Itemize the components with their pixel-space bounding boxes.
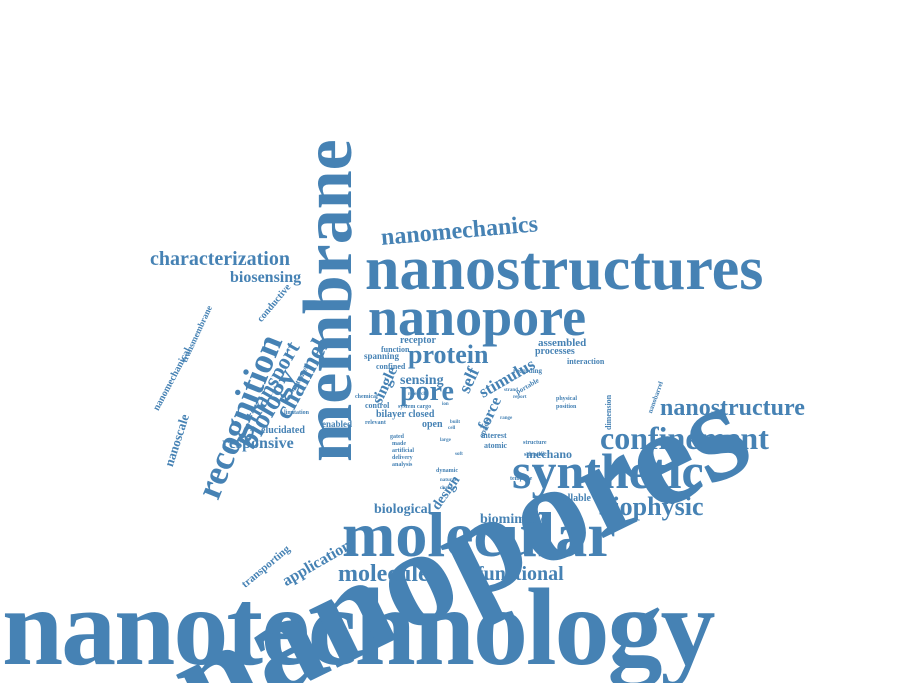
word-built: built (450, 420, 461, 425)
word-receptor: receptor (400, 335, 436, 346)
word-dimension: dimension (604, 394, 613, 430)
word-controllable: controllable (540, 493, 591, 504)
word-relevant: relevant (365, 420, 386, 426)
word-gated: gated (390, 434, 404, 440)
word-pore: pore (400, 376, 454, 407)
word-conductive: conductive (255, 282, 294, 325)
word-confinement: confinement (600, 420, 769, 456)
word-physical: physical (556, 396, 578, 402)
word-biomimetic: biomimetic (480, 512, 547, 527)
word-range: range (500, 416, 513, 421)
word-biological: biological (374, 502, 432, 517)
word-natural: natural (440, 478, 456, 483)
word-made: made (392, 441, 406, 447)
word-large: large (440, 438, 451, 443)
word-delivery: delivery (392, 455, 413, 461)
word-change: change (440, 486, 455, 491)
word-artificial: artificial (392, 448, 414, 454)
word-biosensing: biosensing (230, 269, 302, 286)
word-nanoscale: nanoscale (161, 412, 193, 469)
word-nanotechnology: nanotechnology (2, 566, 716, 683)
word-cell: cell (448, 426, 456, 431)
word-assembled: assembled (538, 337, 587, 349)
word-atomic: atomic (484, 441, 508, 450)
word-position: position (556, 404, 577, 410)
word-protein: protein (408, 340, 489, 369)
word-responsive: responsive (222, 435, 294, 452)
word-nanostructure: nanostructure (660, 395, 805, 421)
word-bilayer-closed: bilayer closed (376, 409, 435, 420)
word-mechano: mechano (526, 447, 572, 461)
word-elucidated: elucidated (261, 425, 305, 436)
word-system-cargo: system cargo (398, 404, 432, 410)
word-structure: structure (523, 440, 547, 446)
word-sensing: sensing (400, 373, 444, 388)
word-soft: soft (455, 452, 463, 457)
word-dynamic: dynamic (436, 468, 459, 474)
word-strand: strand (504, 388, 518, 393)
word-spanning: spanning (364, 351, 400, 361)
word-synthetic: synthetic (512, 443, 704, 499)
word-confined: confined (376, 362, 406, 371)
word-biophysic: biophysic (598, 492, 704, 521)
word-nanostructures: nanostructures (365, 235, 764, 303)
word-interaction: interaction (567, 357, 605, 366)
word-enabled: enabled (322, 419, 353, 429)
word-interest: interest (481, 431, 507, 440)
word-control: control (365, 401, 390, 410)
word-chemical: chemical (355, 394, 378, 400)
word-template: template (510, 476, 533, 482)
word-processes: processes (535, 346, 575, 357)
word-scientific: scientific (524, 452, 547, 458)
word-functional: functional (477, 563, 564, 585)
word-nanopore: nanopore (368, 287, 587, 347)
word-transmembrane: transmembrane (179, 303, 215, 364)
word-analysis: analysis (392, 462, 413, 468)
word-molecular: molecular (342, 499, 616, 570)
word-open: open (422, 419, 443, 430)
word-recording: recording (513, 367, 543, 375)
word-report: report (513, 395, 527, 400)
word-function: function (381, 345, 410, 354)
word-ion: ion (442, 402, 449, 407)
word-research: research (408, 392, 427, 397)
word-characterization: characterization (150, 248, 290, 270)
word-limitation: limitation (284, 410, 309, 416)
word-molecule: molecule (338, 561, 429, 587)
